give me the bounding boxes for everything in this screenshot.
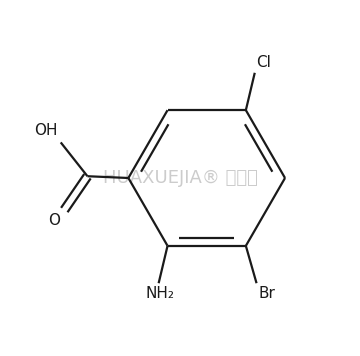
Text: NH₂: NH₂ (146, 286, 175, 301)
Text: O: O (48, 213, 60, 228)
Text: HUAXUEJIA® 化学加: HUAXUEJIA® 化学加 (103, 169, 257, 187)
Text: Br: Br (258, 286, 275, 301)
Text: OH: OH (35, 123, 58, 138)
Text: Cl: Cl (257, 55, 271, 70)
